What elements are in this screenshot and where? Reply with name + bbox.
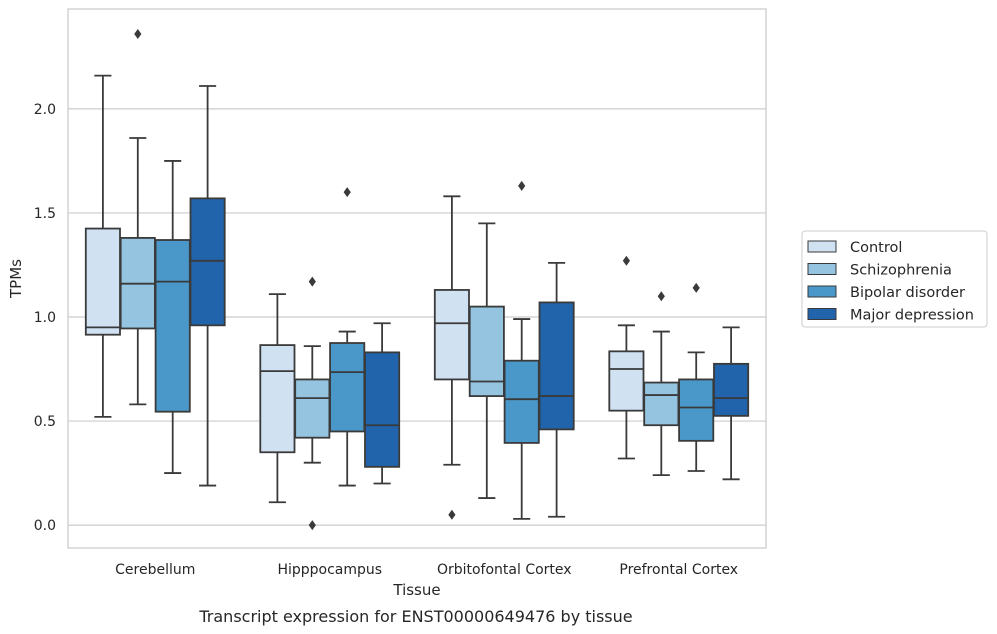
box-major-depression (364, 322, 401, 485)
x-tick-label: Prefrontal Cortex (619, 562, 738, 578)
axis-ticks: 0.0 0.5 1.0 1.5 2.0 Cerebellum Hipppocampus Orb… (34, 102, 738, 578)
iqr-box (259, 344, 296, 454)
box-control (608, 255, 645, 460)
outlier-point (343, 187, 351, 198)
box-control (84, 74, 121, 418)
box-control (433, 195, 470, 520)
y-tick-label: 0.0 (34, 518, 56, 534)
legend-entry: Schizophrenia (850, 263, 952, 279)
figure-caption: Transcript expression for ENST0000064947… (198, 607, 632, 626)
box-bipolar-disorder (678, 282, 715, 472)
outlier-point (134, 28, 142, 39)
legend-swatch (807, 285, 837, 298)
x-axis-label: Tissue (392, 581, 440, 599)
iqr-box (364, 351, 401, 468)
iqr-box (294, 378, 331, 439)
iqr-box (433, 289, 470, 381)
box-plot-area (84, 28, 750, 531)
y-tick-label: 1.0 (34, 310, 56, 326)
box-control (259, 293, 296, 504)
box-major-depression (189, 85, 226, 487)
y-tick-label: 0.5 (34, 414, 56, 430)
box-schizophrenia (119, 28, 156, 406)
iqr-box (608, 350, 645, 412)
box-schizophrenia (294, 276, 331, 531)
y-tick-label: 2.0 (34, 102, 56, 118)
x-tick-label: Orbitofontal Cortex (437, 562, 572, 578)
legend-entry: Control (850, 240, 902, 256)
box-schizophrenia (468, 222, 505, 499)
iqr-box (329, 342, 366, 433)
legend: Control Schizophrenia Bipolar disorder Majo… (801, 230, 988, 328)
iqr-box (713, 362, 750, 417)
box-major-depression (713, 326, 750, 481)
legend-entry: Major depression (850, 308, 974, 324)
legend-swatch (807, 308, 837, 320)
iqr-box (678, 378, 715, 442)
iqr-box (154, 239, 191, 413)
legend-swatch (807, 240, 837, 253)
iqr-box (503, 359, 540, 444)
outlier-point (622, 255, 630, 266)
legend-swatch (807, 263, 837, 275)
box-major-depression (538, 261, 575, 518)
box-schizophrenia (643, 291, 680, 477)
outlier-point (657, 291, 665, 302)
legend-entry: Bipolar disorder (850, 285, 965, 301)
legend-frame (801, 230, 988, 328)
iqr-box (84, 227, 121, 336)
plot-frame (67, 8, 767, 549)
y-axis-label: TPMs (7, 259, 25, 299)
outlier-point (692, 282, 700, 293)
iqr-box (643, 381, 680, 427)
iqr-box (189, 197, 226, 327)
outlier-point (308, 276, 316, 287)
outlier-point (518, 180, 526, 191)
x-tick-label: Cerebellum (115, 562, 195, 578)
y-tick-label: 1.5 (34, 206, 56, 222)
outlier-point (308, 520, 316, 531)
x-tick-label: Hipppocampus (277, 562, 382, 578)
outlier-point (448, 509, 456, 520)
iqr-box (538, 301, 575, 431)
iqr-box (468, 305, 505, 397)
box-bipolar-disorder (329, 187, 366, 487)
box-bipolar-disorder (503, 180, 540, 520)
box-bipolar-disorder (154, 160, 191, 474)
